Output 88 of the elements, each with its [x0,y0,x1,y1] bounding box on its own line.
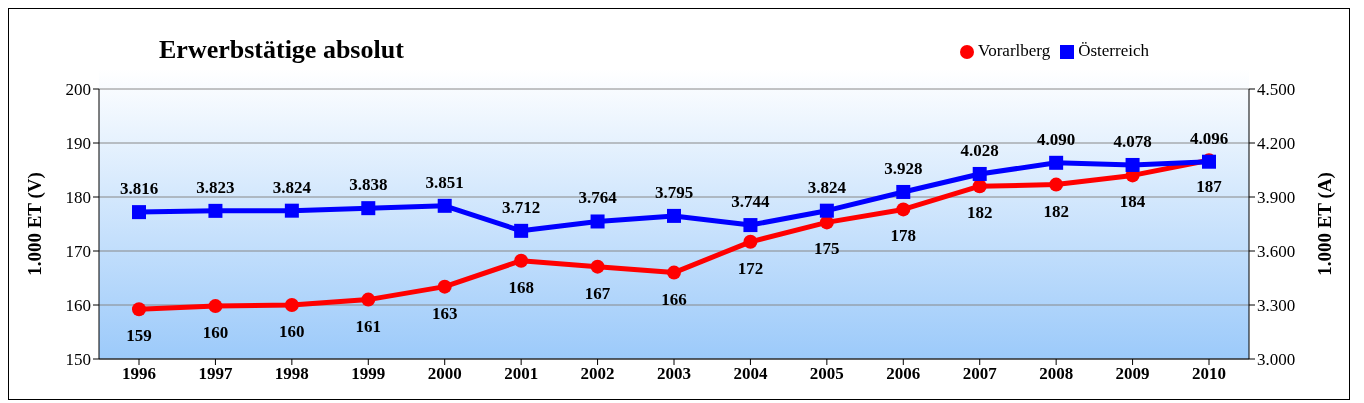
y-tick-label: 200 [65,80,91,100]
data-label: 3.744 [731,192,771,212]
point [1049,177,1064,192]
data-label: 3.824 [272,177,312,197]
x-tick-label: 2002 [580,364,615,384]
data-label: 178 [890,226,917,246]
point [208,299,223,314]
data-label: 167 [584,283,611,303]
data-label: 163 [431,303,458,323]
x-tick-label: 2004 [733,364,768,384]
point [743,218,758,233]
point [132,302,146,317]
data-label: 175 [814,239,840,259]
data-label: 182 [966,203,993,223]
data-label: 3.928 [884,158,923,178]
data-label: 160 [202,323,229,343]
x-tick-label: 1999 [351,364,386,384]
x-tick-label: 2003 [657,364,691,384]
data-label: 184 [1119,192,1146,212]
data-label: 4.090 [1037,129,1076,149]
point [284,298,299,312]
point [667,265,681,280]
y-tick-label: 160 [65,296,91,316]
data-label: 3.851 [425,172,464,192]
point [1125,157,1140,172]
y2-tick-label: 3.000 [1257,350,1296,370]
point [514,253,529,268]
y2-tick-label: 4.200 [1257,134,1296,154]
point [667,208,681,223]
point [437,279,452,294]
data-label: 3.816 [119,179,159,199]
point [896,202,911,217]
point [132,205,146,220]
x-tick-label: 1996 [122,364,156,384]
data-label: 3.838 [349,175,388,195]
y-axis-title: 1.000 ET (V) [23,172,46,276]
y2-axis-title: 1.000 ET (A) [1313,172,1336,276]
legend-label: Vorarlberg [978,41,1051,60]
y-tick-label: 170 [65,242,91,262]
point [284,203,299,218]
data-label: 3.712 [502,197,541,217]
point [819,203,834,218]
data-label: 4.078 [1113,131,1152,151]
point [514,223,529,238]
y2-tick-label: 3.300 [1257,296,1296,316]
y2-tick-label: 3.900 [1257,188,1296,208]
x-tick-label: 2000 [427,364,462,384]
data-label: 172 [737,258,764,278]
y2-tick-label: 3.600 [1257,242,1296,262]
data-label: 3.824 [807,177,847,197]
x-tick-label: 2008 [1039,364,1074,384]
x-tick-label: 2001 [504,364,539,384]
point [743,234,758,249]
point [437,198,452,213]
data-label: 161 [355,316,382,336]
data-label: 3.795 [654,182,694,202]
point [361,201,376,216]
data-label: 187 [1196,177,1223,197]
y-tick-label: 180 [65,188,91,208]
point [972,166,987,181]
data-label: 4.096 [1189,128,1229,148]
y-tick-label: 190 [65,134,91,154]
x-tick-label: 1998 [274,364,309,384]
chart-title: Erwerbstätige absolut [159,35,404,65]
legend-label: Österreich [1078,41,1149,60]
y2-tick-label: 4.500 [1257,80,1296,100]
data-label: 182 [1043,201,1069,221]
data-label: 160 [279,322,305,341]
point [361,292,376,307]
data-label: 168 [508,277,534,297]
data-label: 4.028 [960,140,999,160]
x-tick-label: 2007 [962,364,998,384]
point [972,179,987,194]
data-label: 3.823 [196,177,235,197]
point [1049,155,1064,170]
point [208,203,223,218]
point [590,259,605,274]
x-tick-label: 2006 [886,364,921,384]
point [896,184,911,199]
x-tick-label: 1997 [198,364,233,384]
y-tick-label: 150 [65,350,91,370]
x-tick-label: 2010 [1192,364,1226,384]
data-label: 159 [126,326,152,346]
data-label: 3.764 [578,188,618,208]
data-label: 166 [661,289,687,309]
x-tick-label: 2005 [809,364,844,384]
x-tick-label: 2009 [1115,364,1150,384]
point [590,214,605,229]
